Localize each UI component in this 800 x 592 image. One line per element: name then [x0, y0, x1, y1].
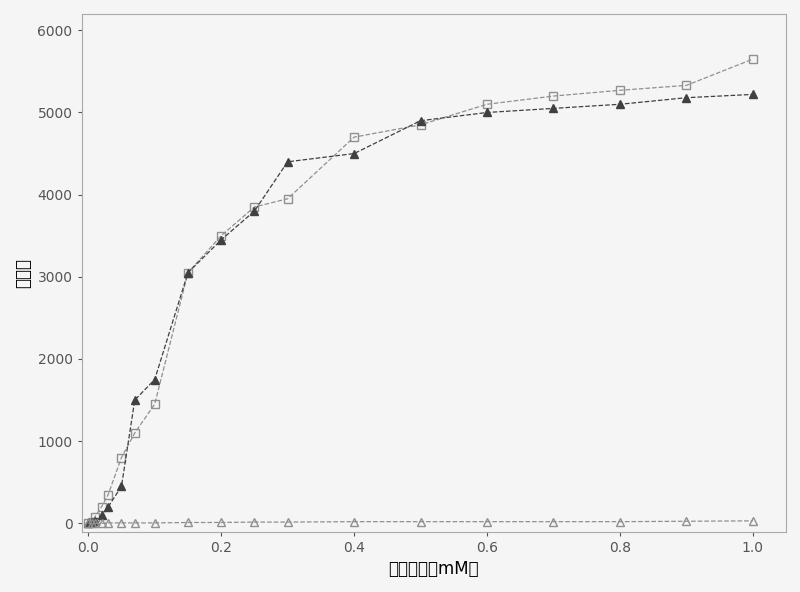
X-axis label: 辅酶浓度（mM）: 辅酶浓度（mM） [389, 560, 479, 578]
Y-axis label: 荧光値: 荧光値 [14, 258, 32, 288]
